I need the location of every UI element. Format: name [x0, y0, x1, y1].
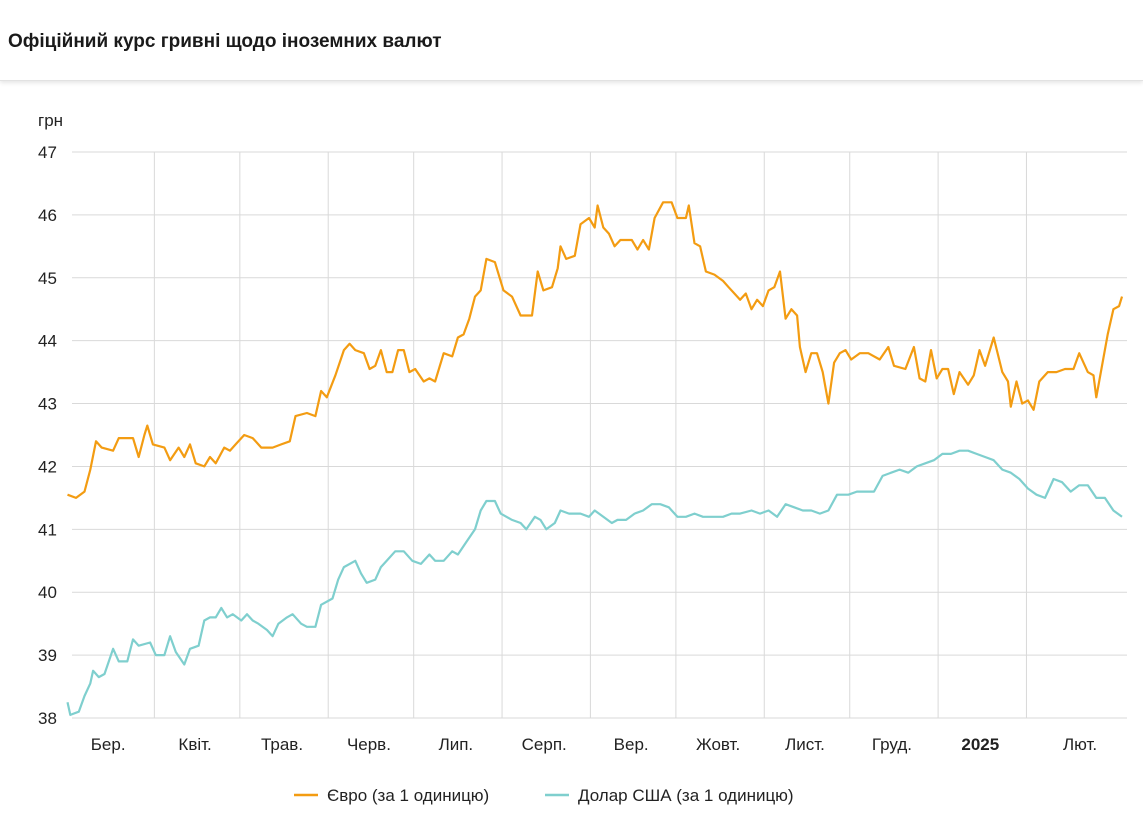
page-title: Офіційний курс гривні щодо іноземних вал… [8, 31, 442, 52]
x-tick-label: Жовт. [696, 735, 740, 754]
y-axis-ticks: 38 39 40 41 42 43 44 45 46 47 [38, 143, 57, 728]
y-tick-label: 46 [38, 206, 57, 225]
y-tick-label: 47 [38, 143, 57, 162]
x-axis-ticks: Бер. Квіт. Трав. Черв. Лип. Серп. Вер. Жовт. Лис… [91, 735, 1097, 754]
x-tick-label: Серп. [522, 735, 567, 754]
x-tick-label: Лист. [785, 735, 825, 754]
x-tick-label: Бер. [91, 735, 126, 754]
series-group [66, 201, 1124, 716]
euro-series-line [67, 201, 1124, 499]
exchange-rate-chart: грн 38 39 40 41 42 43 44 45 46 47 Бер. Квіт. Трав. Ч… [38, 111, 1127, 805]
y-tick-label: 44 [38, 332, 57, 351]
y-tick-label: 45 [38, 269, 57, 288]
y-tick-label: 43 [38, 395, 57, 414]
legend-item-euro[interactable]: Євро (за 1 одиницю) [294, 786, 489, 805]
y-tick-label: 42 [38, 457, 57, 476]
title-bar: Офіційний курс гривні щодо іноземних вал… [0, 0, 1143, 81]
x-tick-label: Черв. [347, 735, 391, 754]
legend[interactable]: Євро (за 1 одиницю) Долар США (за 1 одини… [294, 786, 794, 805]
y-tick-label: 38 [38, 709, 57, 728]
legend-label: Долар США (за 1 одиницю) [578, 786, 794, 805]
grid [72, 151, 1127, 719]
x-tick-label: Трав. [261, 735, 303, 754]
x-tick-label: Вер. [614, 735, 649, 754]
y-tick-label: 41 [38, 520, 57, 539]
x-tick-label: 2025 [961, 735, 999, 754]
usd-series-line [66, 449, 1123, 716]
x-tick-label: Лип. [439, 735, 474, 754]
y-axis-label: грн [38, 111, 63, 130]
x-tick-label: Груд. [872, 735, 912, 754]
x-tick-label: Лют. [1063, 735, 1097, 754]
x-tick-label: Квіт. [178, 735, 211, 754]
legend-item-usd[interactable]: Долар США (за 1 одиницю) [545, 786, 794, 805]
y-tick-label: 40 [38, 583, 57, 602]
legend-label: Євро (за 1 одиницю) [327, 786, 489, 805]
y-tick-label: 39 [38, 646, 57, 665]
